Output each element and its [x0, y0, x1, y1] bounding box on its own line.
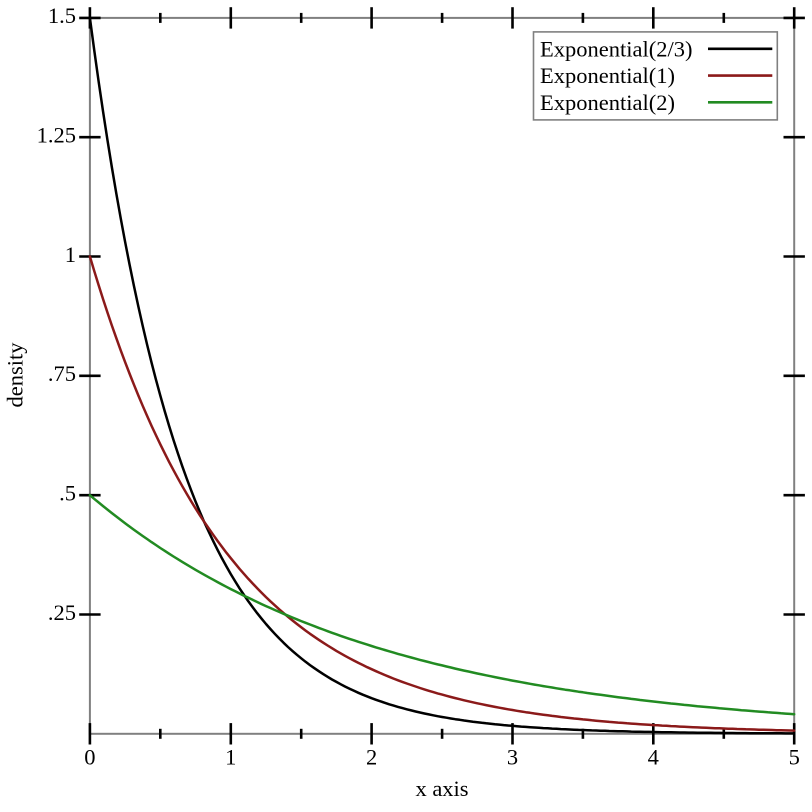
svg-text:Exponential(1): Exponential(1) [540, 63, 675, 88]
svg-text:.25: .25 [48, 600, 76, 625]
svg-text:1.25: 1.25 [37, 123, 76, 148]
svg-text:Exponential(2/3): Exponential(2/3) [540, 36, 692, 61]
svg-text:2: 2 [366, 745, 377, 770]
svg-text:Exponential(2): Exponential(2) [540, 90, 675, 115]
svg-text:density: density [3, 342, 28, 408]
svg-text:5: 5 [789, 745, 800, 770]
svg-text:1.5: 1.5 [48, 3, 76, 28]
svg-text:.75: .75 [48, 361, 76, 386]
svg-text:0: 0 [84, 745, 95, 770]
svg-text:.5: .5 [59, 481, 76, 506]
svg-text:4: 4 [648, 745, 659, 770]
svg-text:1: 1 [225, 745, 236, 770]
svg-text:x axis: x axis [415, 776, 468, 801]
svg-text:3: 3 [507, 745, 518, 770]
svg-text:1: 1 [65, 242, 76, 267]
